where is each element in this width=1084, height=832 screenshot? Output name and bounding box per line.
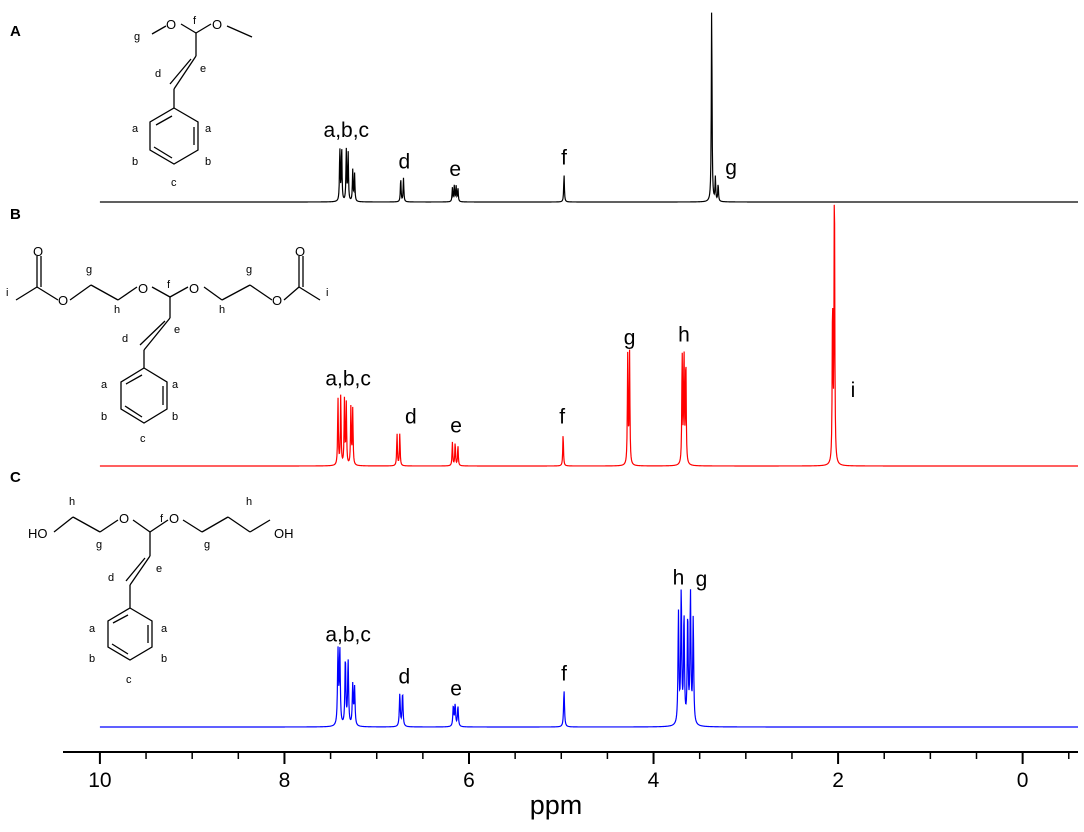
- x-tick-label: 0: [1017, 769, 1029, 792]
- x-tick-label: 4: [648, 769, 660, 792]
- svg-text:O: O: [119, 511, 129, 526]
- panel-letter-a: A: [10, 23, 21, 40]
- peak-label: f: [561, 146, 567, 169]
- molecule-a: [149, 23, 253, 165]
- atom-label: c: [140, 433, 146, 445]
- peak-label: g: [624, 326, 636, 349]
- x-axis-label: ppm: [530, 790, 583, 820]
- panel-a: A O O g f e d a a b: [10, 12, 1078, 203]
- molecule-b-labels: O O O O O O i g h f h g i e d a a b b c: [6, 244, 328, 445]
- atom-label: b: [89, 653, 95, 665]
- atom-label: a: [205, 123, 212, 135]
- atom-label: h: [219, 304, 225, 316]
- peak-label: h: [673, 567, 685, 590]
- svg-text:O: O: [138, 281, 148, 296]
- molecule-c: [53, 516, 271, 661]
- atom-label: d: [122, 333, 128, 345]
- atom-label: h: [114, 304, 120, 316]
- svg-text:O: O: [212, 17, 222, 32]
- spectrum-trace-c: [99, 589, 1078, 728]
- spectrum-trace-b: [99, 204, 1078, 467]
- atom-label: b: [132, 156, 138, 168]
- atom-label: e: [156, 563, 162, 575]
- peak-label: d: [399, 150, 411, 173]
- atom-label: h: [69, 496, 75, 508]
- peak-labels-b: a,b,c d e f g h i: [325, 323, 855, 437]
- atom-label: g: [246, 264, 252, 276]
- x-axis: 10 8 6 4 2 0 ppm: [63, 751, 1078, 820]
- hydroxyl-label: HO: [28, 526, 48, 541]
- atom-label: e: [174, 324, 180, 336]
- peak-label: a,b,c: [324, 119, 370, 142]
- atom-label: a: [101, 379, 108, 391]
- peak-label: d: [399, 665, 411, 688]
- peak-label: e: [449, 158, 461, 181]
- atom-label: a: [89, 623, 96, 635]
- peak-label: e: [450, 415, 462, 438]
- atom-label: f: [193, 15, 197, 27]
- svg-text:O: O: [272, 293, 282, 308]
- atom-label: d: [108, 572, 114, 584]
- hydroxyl-label: OH: [274, 526, 294, 541]
- atom-label: a: [161, 623, 168, 635]
- peak-label: a,b,c: [325, 623, 371, 646]
- peak-label: d: [405, 406, 417, 429]
- peak-label: g: [725, 156, 737, 179]
- panel-letter-c: C: [10, 469, 21, 486]
- panel-letter-b: B: [10, 206, 21, 223]
- atom-label: g: [96, 539, 102, 551]
- svg-text:O: O: [166, 17, 176, 32]
- svg-text:O: O: [295, 244, 305, 259]
- svg-text:O: O: [169, 511, 179, 526]
- atom-label: b: [205, 156, 211, 168]
- x-axis-ticks: 10 8 6 4 2 0: [88, 752, 1070, 792]
- atom-label: c: [171, 177, 177, 189]
- atom-label: h: [246, 496, 252, 508]
- atom-label: f: [167, 279, 171, 291]
- molecule-c-labels: HO O O OH h g f g h e d a a b b c: [28, 496, 294, 686]
- atom-label: a: [132, 123, 139, 135]
- atom-label: a: [172, 379, 179, 391]
- peak-labels-c: a,b,c d e f h g: [325, 567, 707, 701]
- spectrum-trace-a: [99, 12, 1078, 203]
- atom-label: g: [134, 31, 140, 43]
- peak-label: i: [851, 379, 856, 402]
- atom-label: g: [86, 264, 92, 276]
- atom-label: b: [172, 411, 178, 423]
- x-tick-label: 6: [463, 769, 475, 792]
- peak-label: f: [561, 663, 567, 686]
- atom-label: d: [155, 68, 161, 80]
- atom-label: g: [204, 539, 210, 551]
- x-tick-label: 8: [279, 769, 291, 792]
- panel-b: B: [6, 204, 1078, 467]
- peak-label: a,b,c: [325, 367, 371, 390]
- atom-label: b: [101, 411, 107, 423]
- atom-label: e: [200, 63, 206, 75]
- panel-c: C HO O O OH h g: [10, 469, 1078, 728]
- peak-label: g: [696, 568, 708, 591]
- svg-text:O: O: [33, 244, 43, 259]
- peak-labels-a: a,b,c d e f g: [324, 119, 737, 181]
- atom-label: f: [160, 513, 164, 525]
- atom-label: i: [326, 287, 328, 299]
- atom-label: c: [126, 674, 132, 686]
- x-tick-label: 2: [832, 769, 844, 792]
- peak-label: f: [559, 406, 565, 429]
- atom-label: b: [161, 653, 167, 665]
- peak-label: e: [450, 677, 462, 700]
- svg-text:O: O: [189, 281, 199, 296]
- peak-label: h: [678, 323, 690, 346]
- atom-label: i: [6, 287, 8, 299]
- molecule-b: [15, 256, 321, 424]
- molecule-a-labels: O O g f e d a a b b c: [132, 15, 222, 189]
- svg-text:O: O: [58, 293, 68, 308]
- x-tick-label: 10: [88, 769, 111, 792]
